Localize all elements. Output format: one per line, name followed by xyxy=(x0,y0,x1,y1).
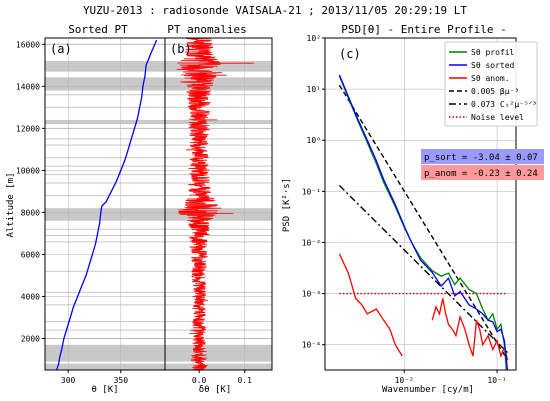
legend-label: Noise level xyxy=(471,113,524,122)
y-tick-label: 10⁻¹ xyxy=(302,187,321,196)
y-tick-label: 6000 xyxy=(21,250,40,259)
panel-b-pt-anomalies: 0.0 0.1 (b) xyxy=(164,37,273,385)
legend-label: Sθ profil xyxy=(471,48,515,57)
altitude-highlights xyxy=(165,43,272,370)
psd-series-3 xyxy=(338,84,509,361)
highlight-band xyxy=(165,363,272,370)
highlight-band xyxy=(45,77,165,91)
x-tick-label: 10⁻¹ xyxy=(487,376,506,385)
psd-series-0 xyxy=(338,75,507,370)
legend-box xyxy=(444,41,538,127)
legend-label: Sθ sorted xyxy=(471,61,515,70)
y-tick-label: 10⁻³ xyxy=(302,290,321,299)
legend-label: 0.005 βμ⁻³ xyxy=(471,87,519,96)
y-tick-label: 10⁰ xyxy=(307,136,321,145)
psd-series-2 xyxy=(431,298,509,361)
x-tick-label: 350 xyxy=(114,376,129,385)
panel-a-title: Sorted PT xyxy=(68,23,128,36)
highlight-band xyxy=(165,119,272,125)
highlight-band xyxy=(45,61,165,72)
y-tick-label: 10¹ xyxy=(307,85,321,94)
panel-c-psd: 10⁻⁴ 10⁻³ 10⁻² 10⁻¹ 10⁰ 10¹ 10² 10⁻² 10⁻¹ (c) Sθ p… xyxy=(302,34,544,385)
pt-anomaly-line xyxy=(176,38,254,370)
panel-b-title: PT anomalies xyxy=(167,23,246,36)
altitude-highlights xyxy=(45,43,165,370)
panel-b-frame xyxy=(164,37,273,371)
legend: Sθ profil Sθ sorted Sθ anom. 0.005 βμ⁻³ 0.07… xyxy=(444,41,538,127)
y-tick-label: 4000 xyxy=(21,292,40,301)
x-tick-label: 0.0 xyxy=(192,376,207,385)
highlight-band xyxy=(45,363,165,370)
sorted-pt-line xyxy=(55,39,158,370)
panel-b-xlabel: δθ [K] xyxy=(199,385,232,395)
panel-b-label: (b) xyxy=(170,42,192,56)
panel-a-sorted-pt: 2000 4000 6000 8000 10000 12000 14000 16000 300 3… xyxy=(16,37,166,385)
x-tick-label: 300 xyxy=(61,376,76,385)
panel-a-label: (a) xyxy=(50,42,72,56)
panel-c-ylabel: PSD [K²·s] xyxy=(282,178,292,232)
y-tick-label: 10² xyxy=(307,34,321,43)
panel-c-xlabel: Wavenumber [cy/m] xyxy=(382,385,474,395)
y-tick-label: 10⁻² xyxy=(302,238,321,247)
highlight-band xyxy=(45,208,165,221)
y-tick-label: 10⁻⁴ xyxy=(302,341,321,350)
highlight-band xyxy=(165,344,272,362)
y-tick-label: 14000 xyxy=(16,82,40,91)
highlight-band xyxy=(45,119,165,125)
panel-a-xlabel: θ [K] xyxy=(91,385,118,395)
highlight-band xyxy=(165,61,272,72)
psd-series-1 xyxy=(338,74,509,370)
y-tick-label: 2000 xyxy=(21,334,40,343)
panel-c-label: (c) xyxy=(339,47,361,61)
y-tick-label: 8000 xyxy=(21,208,40,217)
slope-annotation-text: p_anom = -0.23 ± 0.24 xyxy=(424,169,538,179)
panel-a-ylabel: Altitude [m] xyxy=(6,172,16,237)
suptitle: YUZU-2013 : radiosonde VAISALA-21 ; 2013… xyxy=(83,4,467,17)
slope-annotation-text: p_sort = -3.04 ± 0.07 xyxy=(424,153,538,163)
panel-c-title: PSD[θ] - Entire Profile - xyxy=(341,23,507,36)
x-tick-label: 10⁻² xyxy=(395,376,414,385)
y-tick-label: 12000 xyxy=(16,124,40,133)
psd-series-2 xyxy=(338,253,403,357)
highlight-band xyxy=(45,344,165,362)
y-tick-label: 10000 xyxy=(16,166,40,175)
legend-label: 0.073 Cₜ²μ⁻⁵ᐟ³ xyxy=(471,100,537,109)
psd-series-4 xyxy=(338,185,509,354)
y-tick-label: 16000 xyxy=(16,40,40,49)
legend-label: Sθ anom. xyxy=(471,74,510,83)
slope-annotation-box xyxy=(421,149,544,164)
slope-annotation-box xyxy=(421,165,544,180)
panel-c-frame xyxy=(324,37,517,371)
x-tick-label: 0.1 xyxy=(237,376,252,385)
highlight-band xyxy=(165,77,272,91)
